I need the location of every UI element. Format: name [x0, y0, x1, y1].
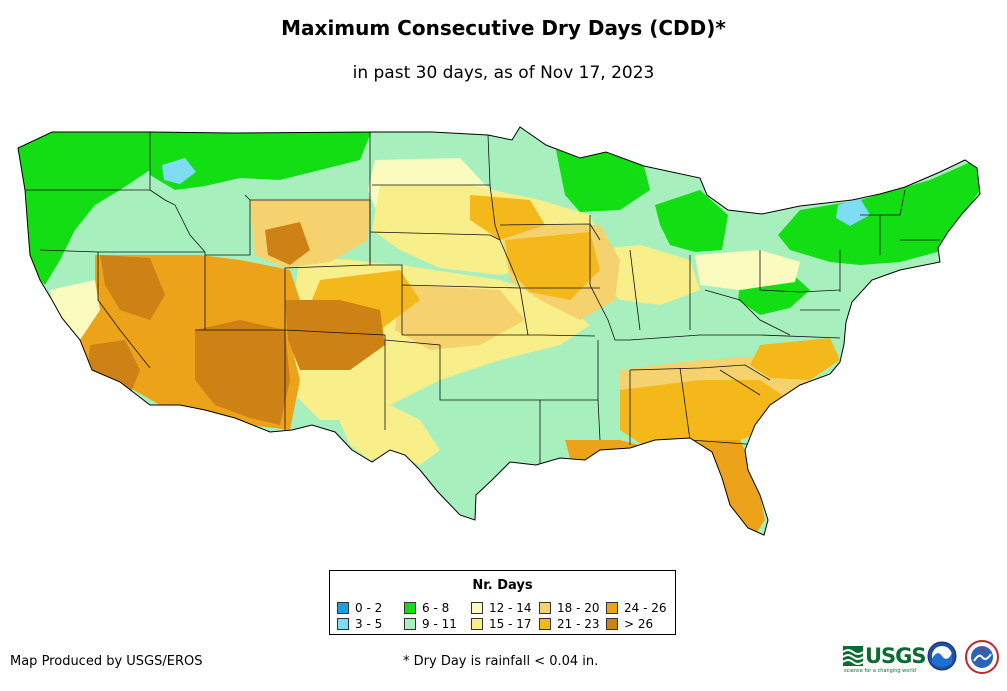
legend-title: Nr. Days: [472, 578, 533, 593]
zone-idaho-montana: [150, 130, 372, 190]
zone-maine-blue: [836, 198, 870, 226]
zone-georgia-2123: [620, 380, 790, 450]
legend-label: 15 - 17: [489, 617, 532, 631]
legend-swatch: [606, 602, 618, 614]
zone-pacific-nw: [18, 130, 150, 285]
legend: Nr. Days 0 - 2 3 - 5 6 - 8 9 - 11 12 - 1…: [329, 570, 676, 635]
legend-label: 12 - 14: [489, 601, 532, 615]
legend-swatch: [337, 618, 349, 630]
zone-florida-2426: [700, 440, 765, 535]
map-credit: Map Produced by USGS/EROS: [10, 654, 203, 669]
legend-item-0-2: 0 - 2: [337, 601, 382, 615]
legend-item-15-17: 15 - 17: [471, 617, 532, 631]
zone-iowa-2123: [505, 232, 600, 300]
legend-swatch: [539, 618, 551, 630]
zone-kansas-1820: [395, 285, 525, 350]
map-subtitle: in past 30 days, as of Nov 17, 2023: [352, 63, 655, 83]
legend-item-12-14: 12 - 14: [471, 601, 532, 615]
zone-michigan: [655, 190, 728, 252]
usgs-logo: USGS science for a changing world: [843, 644, 927, 674]
legend-item-9-11: 9 - 11: [404, 617, 457, 631]
zone-minnesota: [556, 150, 650, 212]
legend-label: 18 - 20: [557, 601, 600, 615]
dry-day-zones: [18, 130, 980, 535]
zone-nevada-26plus: [100, 255, 165, 320]
zone-new-england: [778, 160, 980, 265]
legend-item-over-26: > 26: [606, 617, 653, 631]
legend-swatch: [539, 602, 551, 614]
zone-arizona-26plus: [195, 320, 290, 425]
legend-item-24-26: 24 - 26: [606, 601, 667, 615]
legend-label: 9 - 11: [422, 617, 457, 631]
legend-label: 24 - 26: [624, 601, 667, 615]
legend-label: 21 - 23: [557, 617, 600, 631]
legend-swatch: [337, 602, 349, 614]
state-boundaries: [22, 132, 940, 465]
legend-label: > 26: [624, 617, 654, 631]
zone-mid-atlantic-pale: [695, 250, 800, 290]
legend-label: 3 - 5: [355, 617, 383, 631]
agency-logos: USGS science for a changing world: [843, 638, 1003, 678]
usgs-tagline: science for a changing world: [844, 668, 916, 674]
legend-swatch: [471, 602, 483, 614]
legend-item-21-23: 21 - 23: [539, 617, 600, 631]
legend-item-3-5: 3 - 5: [337, 617, 382, 631]
zone-idaho-blue: [162, 158, 196, 184]
legend-swatch: [606, 618, 618, 630]
legend-item-18-20: 18 - 20: [539, 601, 600, 615]
usgs-wave-icon: [843, 646, 863, 666]
dry-day-footnote: * Dry Day is rainfall < 0.04 in.: [403, 654, 599, 669]
usgs-wordmark: USGS: [865, 644, 927, 668]
legend-item-6-8: 6 - 8: [404, 601, 449, 615]
zone-four-corners-26plus: [285, 300, 385, 370]
legend-label: 6 - 8: [422, 601, 450, 615]
zone-southern-ca-26plus: [88, 340, 140, 395]
legend-swatch: [404, 602, 416, 614]
zone-nebraska-2123: [470, 195, 545, 240]
legend-label: 0 - 2: [355, 601, 383, 615]
zone-nc-2123: [750, 338, 840, 380]
zone-wyoming-26plus: [265, 222, 310, 265]
map-title: Maximum Consecutive Dry Days (CDD)*: [281, 16, 726, 40]
noaa-logo-icon: [927, 641, 957, 671]
zone-texas-yellow: [335, 400, 440, 465]
legend-swatch: [471, 618, 483, 630]
nws-logo-icon: [965, 640, 999, 674]
legend-swatch: [404, 618, 416, 630]
